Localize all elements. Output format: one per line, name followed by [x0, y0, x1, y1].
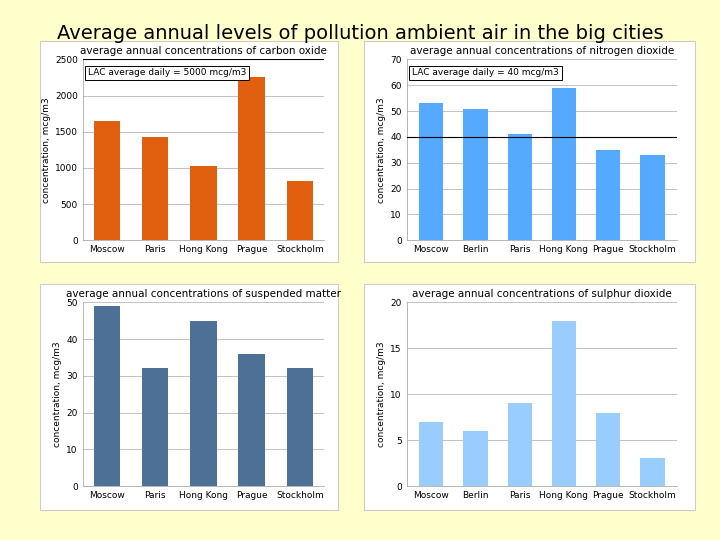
Bar [287, 368, 313, 486]
Bar [552, 88, 576, 240]
Y-axis label: concentration, mcg/m3: concentration, mcg/m3 [42, 97, 51, 202]
Bar [94, 306, 120, 486]
Title: average annual concentrations of carbon oxide: average annual concentrations of carbon … [80, 46, 327, 56]
Bar [94, 121, 120, 240]
Y-axis label: concentration, mcg/m3: concentration, mcg/m3 [377, 97, 386, 202]
Bar [238, 354, 265, 486]
Bar [287, 181, 313, 240]
Bar [640, 458, 665, 486]
Bar [190, 166, 217, 240]
Bar [142, 137, 168, 240]
Bar [238, 77, 265, 240]
Bar [640, 155, 665, 240]
Text: Average annual levels of pollution ambient air in the big cities: Average annual levels of pollution ambie… [57, 24, 663, 43]
Bar [419, 422, 444, 486]
Bar [596, 150, 621, 240]
Y-axis label: concentration, mcg/m3: concentration, mcg/m3 [53, 341, 62, 447]
Text: LAC average daily = 40 mcg/m3: LAC average daily = 40 mcg/m3 [412, 69, 559, 77]
Y-axis label: concentration, mcg/m3: concentration, mcg/m3 [377, 341, 386, 447]
Bar [552, 321, 576, 486]
Bar [508, 403, 532, 486]
Bar [463, 109, 487, 240]
Bar [419, 103, 444, 240]
Bar [142, 368, 168, 486]
Bar [463, 431, 487, 486]
Bar [596, 413, 621, 486]
Bar [190, 321, 217, 486]
Title: average annual concentrations of suspended matter: average annual concentrations of suspend… [66, 289, 341, 299]
Bar [508, 134, 532, 240]
Title: average annual concentrations of sulphur dioxide: average annual concentrations of sulphur… [412, 289, 672, 299]
Title: average annual concentrations of nitrogen dioxide: average annual concentrations of nitroge… [410, 46, 674, 56]
Text: LAC average daily = 5000 mcg/m3: LAC average daily = 5000 mcg/m3 [88, 69, 246, 77]
